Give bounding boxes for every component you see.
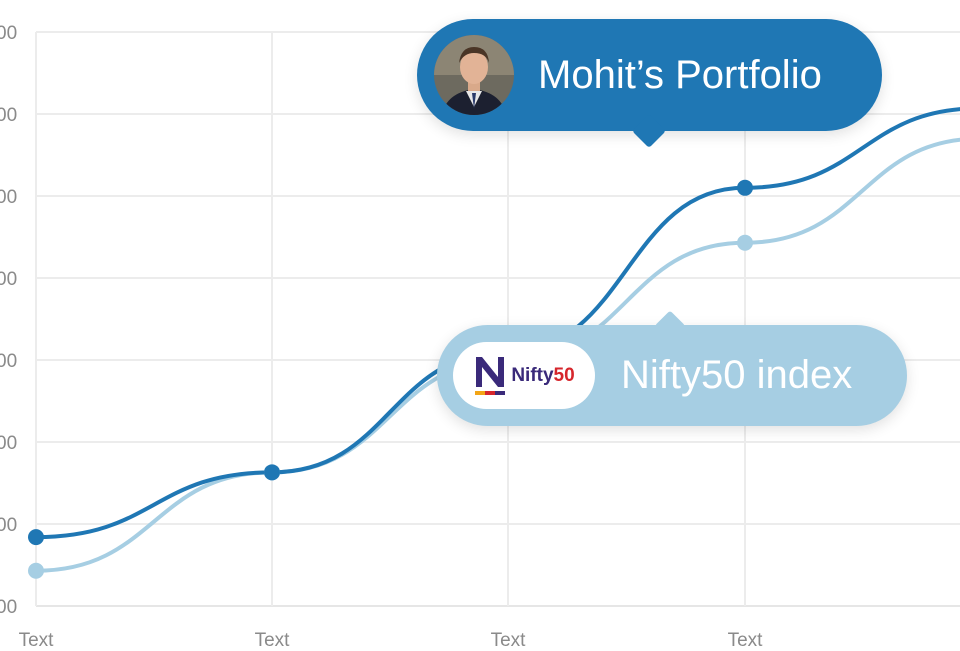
avatar: [434, 35, 514, 115]
x-tick-label: Text: [491, 630, 527, 651]
data-point: [264, 464, 280, 481]
y-tick-label: 00: [0, 269, 17, 290]
nifty50-logo-icon: [475, 356, 506, 395]
index-label: Nifty50 index: [621, 353, 853, 397]
y-tick-label: 00: [0, 515, 17, 536]
nifty50-logo-text: Nifty50: [511, 364, 575, 386]
y-tick-label: 00: [0, 23, 17, 44]
data-point: [737, 179, 753, 196]
chart-points: [28, 179, 753, 579]
portfolio-label: Mohit’s Portfolio: [538, 52, 822, 97]
y-tick-label: 00: [0, 433, 17, 454]
data-point: [737, 234, 753, 251]
x-tick-label: Text: [19, 630, 55, 651]
data-point: [28, 562, 44, 579]
y-tick-label: 00: [0, 105, 17, 126]
nifty50-logo: Nifty50: [453, 342, 595, 409]
y-axis-ticks: 00 00 00 00 00 00 00 00: [0, 23, 17, 618]
y-tick-label: 00: [0, 351, 17, 372]
portfolio-callout: Mohit’s Portfolio: [417, 19, 882, 131]
series-line: [34, 107, 960, 540]
x-tick-label: Text: [255, 630, 291, 651]
y-tick-label: 00: [0, 597, 17, 618]
x-tick-label: Text: [728, 630, 764, 651]
x-axis-ticks: Text Text Text Text: [19, 630, 764, 651]
avatar-photo-icon: [434, 35, 514, 115]
data-point: [28, 529, 44, 546]
y-tick-label: 00: [0, 187, 17, 208]
index-callout: Nifty50 Nifty50 index: [437, 325, 907, 426]
